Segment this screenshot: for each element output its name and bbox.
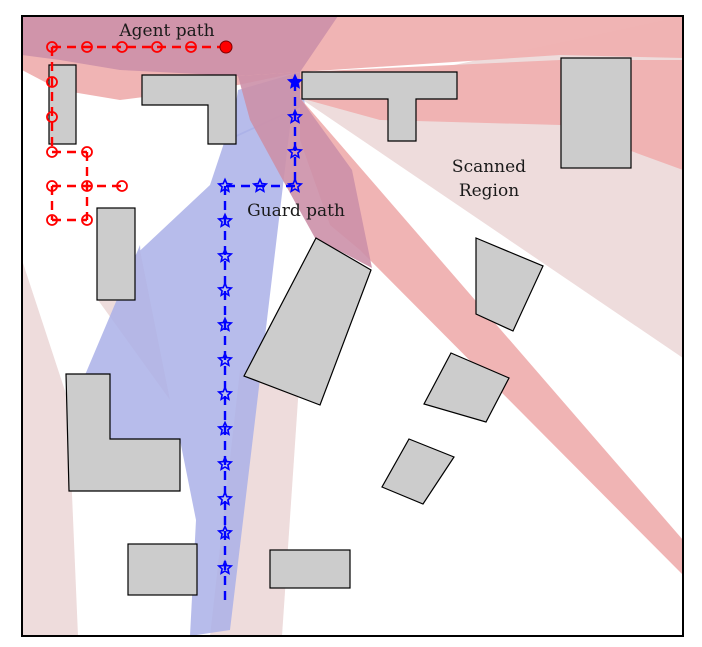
obstacle-9: [65, 373, 181, 492]
guard-waypoint-marker: [286, 143, 304, 159]
agent-waypoint-marker: [81, 146, 93, 158]
guard-waypoint-marker: [286, 73, 304, 89]
obstacle-3: [301, 71, 458, 142]
guard-waypoint-marker: [216, 281, 234, 297]
agent-waypoint-marker: [81, 41, 93, 53]
agent-waypoint-marker: [46, 41, 58, 53]
guard-waypoint-marker: [216, 351, 234, 367]
agent-waypoint-marker: [46, 214, 58, 226]
agent-waypoint-marker: [46, 111, 58, 123]
obstacle-2: [141, 74, 237, 145]
guard-path-label: Guard path: [247, 201, 345, 221]
scanned-region-label-line1: Scanned: [452, 157, 526, 177]
guard-waypoint-marker: [286, 108, 304, 124]
obstacle-4: [560, 57, 632, 169]
agent-waypoint-marker: [185, 41, 197, 53]
agent-waypoint-marker: [151, 41, 163, 53]
agent-waypoint-marker: [46, 180, 58, 192]
agent-waypoint-marker: [46, 76, 58, 88]
guard-path: [216, 73, 304, 602]
guard-waypoint-marker: [216, 524, 234, 540]
obstacle-11: [127, 543, 198, 596]
obstacle-10: [381, 438, 455, 505]
agent-path: [46, 40, 233, 226]
obstacle-6: [243, 237, 372, 406]
guard-waypoint-marker: [251, 177, 269, 193]
guard-waypoint-marker: [216, 490, 234, 506]
frame-border: [21, 15, 684, 637]
obstacle-1: [48, 64, 77, 145]
guard-waypoint-marker: [216, 559, 234, 575]
scanned-region-label-line2: Region: [459, 181, 519, 201]
agent-waypoint-marker: [116, 180, 128, 192]
obstacle-8: [423, 352, 510, 423]
guard-waypoint-marker: [216, 316, 234, 332]
guard-waypoint-marker: [216, 212, 234, 228]
agent-waypoint-marker: [116, 41, 128, 53]
guard-waypoint-marker: [286, 177, 304, 193]
obstacle-5: [96, 207, 136, 301]
guard-waypoint-marker: [216, 247, 234, 263]
agent-waypoint-marker: [46, 146, 58, 158]
agent-waypoint-marker: [81, 214, 93, 226]
obstacle-7: [475, 237, 544, 332]
obstacle-12: [269, 549, 351, 589]
guard-waypoint-marker: [216, 385, 234, 401]
agent-waypoint-marker: [81, 180, 93, 192]
guard-waypoint-marker: [216, 420, 234, 436]
obstacles: [48, 57, 632, 596]
guard-waypoint-marker: [216, 177, 234, 193]
agent-position-marker: [219, 40, 233, 54]
guard-waypoint-marker: [216, 455, 234, 471]
agent-path-label: Agent path: [118, 21, 214, 41]
